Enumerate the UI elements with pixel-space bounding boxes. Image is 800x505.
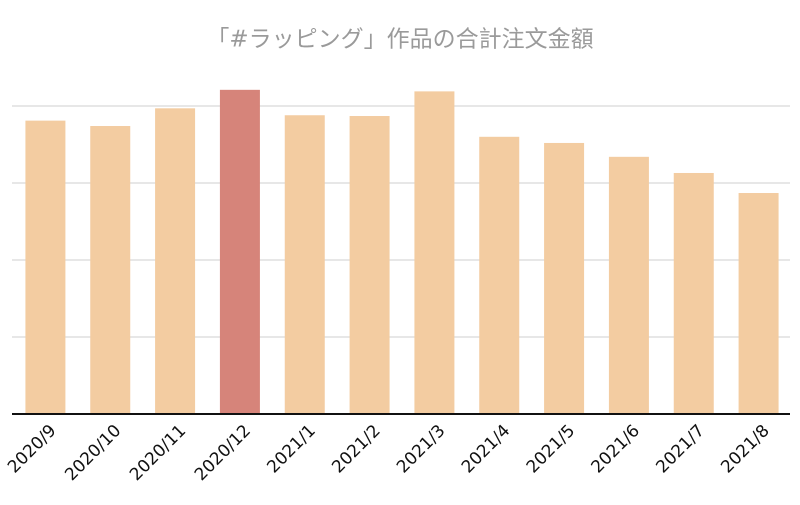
x-tick-label: 2021/8 xyxy=(717,421,773,477)
x-tick-label: 2021/5 xyxy=(523,421,579,477)
x-tick-label: 2020/12 xyxy=(191,421,255,485)
bar xyxy=(349,116,390,414)
chart-title: 「#ラッピング」作品の合計注文金額 xyxy=(206,27,593,53)
bar xyxy=(673,172,714,414)
x-tick-label: 2021/2 xyxy=(328,421,384,477)
bar xyxy=(544,142,585,414)
bar xyxy=(155,108,196,414)
x-tick-label: 2021/4 xyxy=(458,421,514,477)
bar xyxy=(608,156,649,414)
bar xyxy=(25,120,66,414)
x-tick-label: 2021/6 xyxy=(588,421,644,477)
x-tick-label: 2020/9 xyxy=(4,421,60,477)
x-tick-label: 2020/10 xyxy=(61,421,125,485)
bar xyxy=(479,136,520,415)
x-tick-label: 2021/3 xyxy=(393,421,449,477)
x-tick-label: 2020/11 xyxy=(126,421,190,485)
x-tick-label: 2021/7 xyxy=(652,421,708,477)
x-tick-label: 2021/1 xyxy=(263,421,319,477)
bar xyxy=(219,89,260,414)
bar xyxy=(284,115,325,415)
bar xyxy=(738,193,779,414)
bar xyxy=(414,91,455,415)
bar xyxy=(90,126,131,415)
